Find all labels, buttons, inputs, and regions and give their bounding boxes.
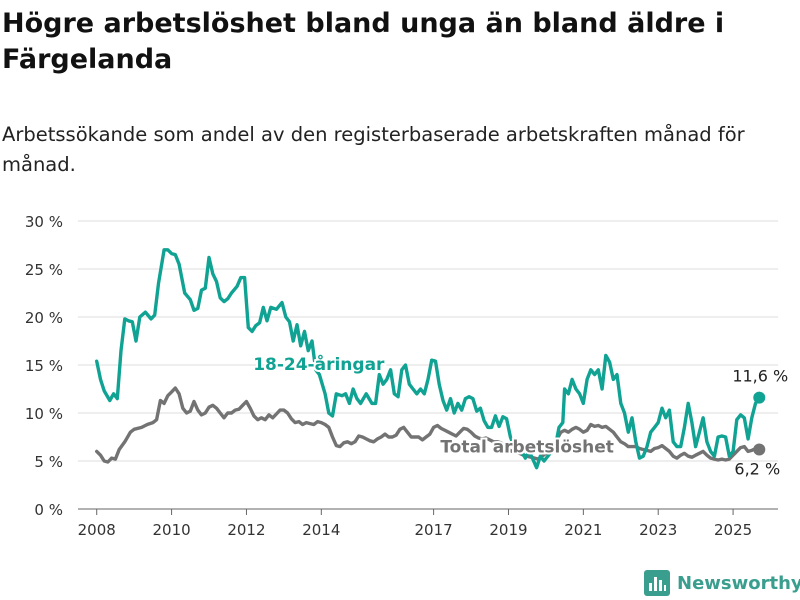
y-tick-label: 0 % bbox=[34, 501, 63, 519]
y-tick-label: 15 % bbox=[25, 357, 63, 375]
x-tick-label: 2025 bbox=[714, 521, 752, 539]
bar-chart-logo-icon bbox=[644, 570, 670, 596]
x-tick-label: 2021 bbox=[564, 521, 602, 539]
x-tick-label: 2012 bbox=[227, 521, 265, 539]
y-tick-label: 5 % bbox=[34, 453, 63, 471]
chart-subtitle: Arbetssökande som andel av den registerb… bbox=[2, 123, 745, 176]
end-label-youth: 11,6 % bbox=[732, 367, 788, 386]
y-tick-label: 25 % bbox=[25, 261, 63, 279]
x-tick-label: 2019 bbox=[489, 521, 527, 539]
series-line-youth bbox=[95, 248, 761, 470]
x-tick-label: 2010 bbox=[152, 521, 190, 539]
end-label-total: 6,2 % bbox=[734, 459, 780, 478]
chart-title: Högre arbetslöshet bland unga än bland ä… bbox=[2, 8, 725, 75]
endpoint-youth bbox=[753, 391, 766, 404]
endpoint-total bbox=[753, 443, 766, 456]
series-label-youth: 18-24-åringar bbox=[253, 353, 385, 375]
x-tick-label: 2014 bbox=[302, 521, 340, 539]
x-tick-label: 2023 bbox=[639, 521, 677, 539]
newsworthy-brand: Newsworthy bbox=[644, 569, 800, 597]
brand-name: Newsworthy bbox=[677, 572, 800, 594]
x-tick-label: 2008 bbox=[78, 521, 116, 539]
series-line-total bbox=[95, 386, 761, 464]
y-tick-label: 20 % bbox=[25, 309, 63, 327]
series-label-total: Total arbetslöshet bbox=[440, 438, 614, 458]
x-tick-label: 2017 bbox=[415, 521, 453, 539]
y-tick-label: 30 % bbox=[25, 213, 63, 231]
y-tick-label: 10 % bbox=[25, 405, 63, 423]
